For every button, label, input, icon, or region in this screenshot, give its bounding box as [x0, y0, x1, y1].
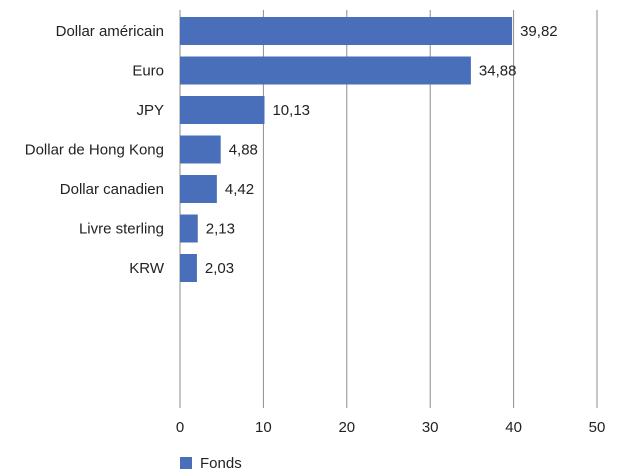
x-tick-label-40: 40 — [505, 419, 522, 436]
legend-swatch — [180, 457, 192, 469]
bar-2 — [180, 56, 471, 85]
category-label-3: JPY — [136, 102, 164, 119]
x-tick-label-30: 30 — [422, 419, 439, 436]
bar-5 — [180, 175, 217, 203]
value-label-5: 4,42 — [225, 181, 254, 198]
legend-label: Fonds — [200, 455, 242, 472]
category-labels: Dollar américain Euro JPY Dollar de Hong Ko… — [25, 23, 165, 277]
value-label-6: 2,13 — [206, 221, 235, 238]
x-tick-label-50: 50 — [589, 419, 606, 436]
value-label-1: 39,82 — [520, 23, 558, 40]
category-label-1: Dollar américain — [56, 23, 164, 40]
category-label-2: Euro — [132, 63, 164, 80]
legend: Fonds — [180, 455, 242, 472]
value-label-4: 4,88 — [229, 142, 258, 159]
value-label-7: 2,03 — [205, 260, 234, 277]
x-tick-labels: 0 10 20 30 40 50 — [176, 419, 606, 436]
category-label-7: KRW — [129, 260, 165, 277]
bar-6 — [180, 214, 198, 243]
category-label-4: Dollar de Hong Kong — [25, 142, 164, 159]
bar-4 — [180, 135, 221, 164]
bars — [180, 17, 513, 282]
value-label-2: 34,88 — [479, 63, 517, 80]
category-label-5: Dollar canadien — [60, 181, 164, 198]
bar-3 — [180, 96, 265, 124]
bar-7 — [180, 254, 197, 282]
bar-1 — [180, 17, 513, 45]
value-labels: 39,82 34,88 10,13 4,88 4,42 2,13 2,03 — [205, 23, 558, 277]
category-label-6: Livre sterling — [79, 221, 164, 238]
x-tick-label-0: 0 — [176, 419, 184, 436]
value-label-3: 10,13 — [272, 102, 310, 119]
x-tick-label-20: 20 — [338, 419, 355, 436]
x-tick-label-10: 10 — [255, 419, 272, 436]
